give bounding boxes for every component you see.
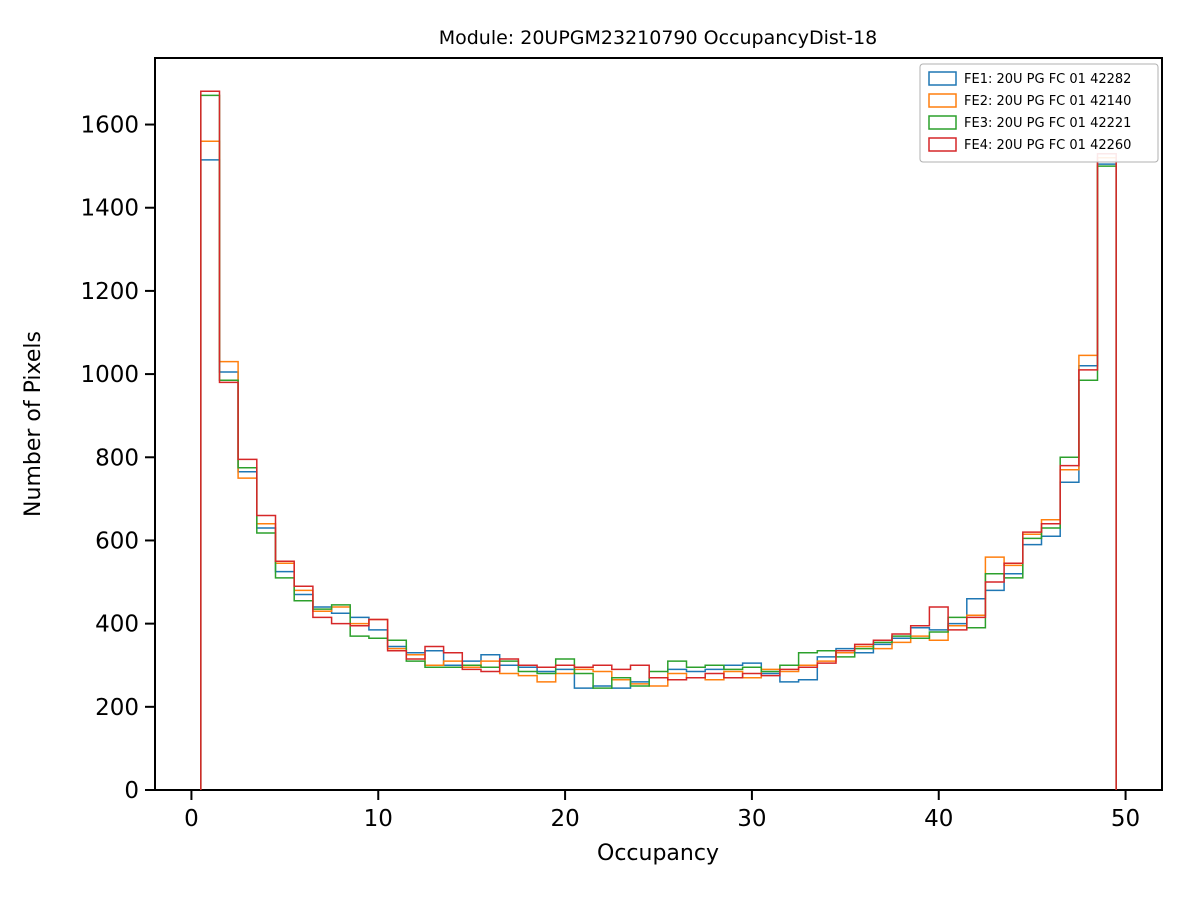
plot-frame [154, 57, 1163, 791]
legend-swatch-fe3 [928, 115, 957, 130]
chart-title: Module: 20UPGM23210790 OccupancyDist-18 [439, 27, 878, 49]
y-tick-label: 800 [95, 445, 139, 471]
y-tick-label: 1000 [80, 362, 139, 388]
x-tick-label: 50 [1111, 806, 1140, 832]
x-tick-label: 10 [364, 806, 393, 832]
y-tick-label: 400 [95, 612, 139, 638]
x-tick-label: 30 [737, 806, 766, 832]
y-tick-label: 1600 [80, 113, 139, 139]
y-tick-label: 200 [95, 695, 139, 721]
legend-swatch-fe2 [928, 93, 957, 108]
legend-label-fe4: FE4: 20U PG FC 01 42260 [964, 138, 1131, 153]
legend-box [919, 63, 1159, 163]
x-axis-label: Occupancy [597, 841, 719, 866]
y-tick-label: 600 [95, 528, 139, 554]
legend-swatch-fe1 [928, 71, 957, 86]
x-tick-label: 20 [550, 806, 579, 832]
series-fe2-step [200, 140, 1117, 790]
series-fe1-step [200, 159, 1117, 790]
legend-label-fe1: FE1: 20U PG FC 01 42282 [964, 72, 1131, 87]
series-fe4-step [200, 90, 1117, 790]
y-tick-label: 1200 [80, 279, 139, 305]
y-tick-label: 1400 [80, 196, 139, 222]
plot-area: 0 10 20 30 40 50 0 200 400 600 800 1000 1200 1400 1600… [80, 63, 1159, 832]
y-tick-label: 0 [124, 778, 139, 804]
legend-label-fe3: FE3: 20U PG FC 01 42221 [964, 116, 1131, 131]
legend-label-fe2: FE2: 20U PG FC 01 42140 [964, 94, 1131, 109]
legend-swatch-fe4 [928, 137, 957, 152]
y-axis-label: Number of Pixels [21, 331, 46, 517]
x-tick-label: 0 [184, 806, 199, 832]
x-tick-label: 40 [924, 806, 953, 832]
